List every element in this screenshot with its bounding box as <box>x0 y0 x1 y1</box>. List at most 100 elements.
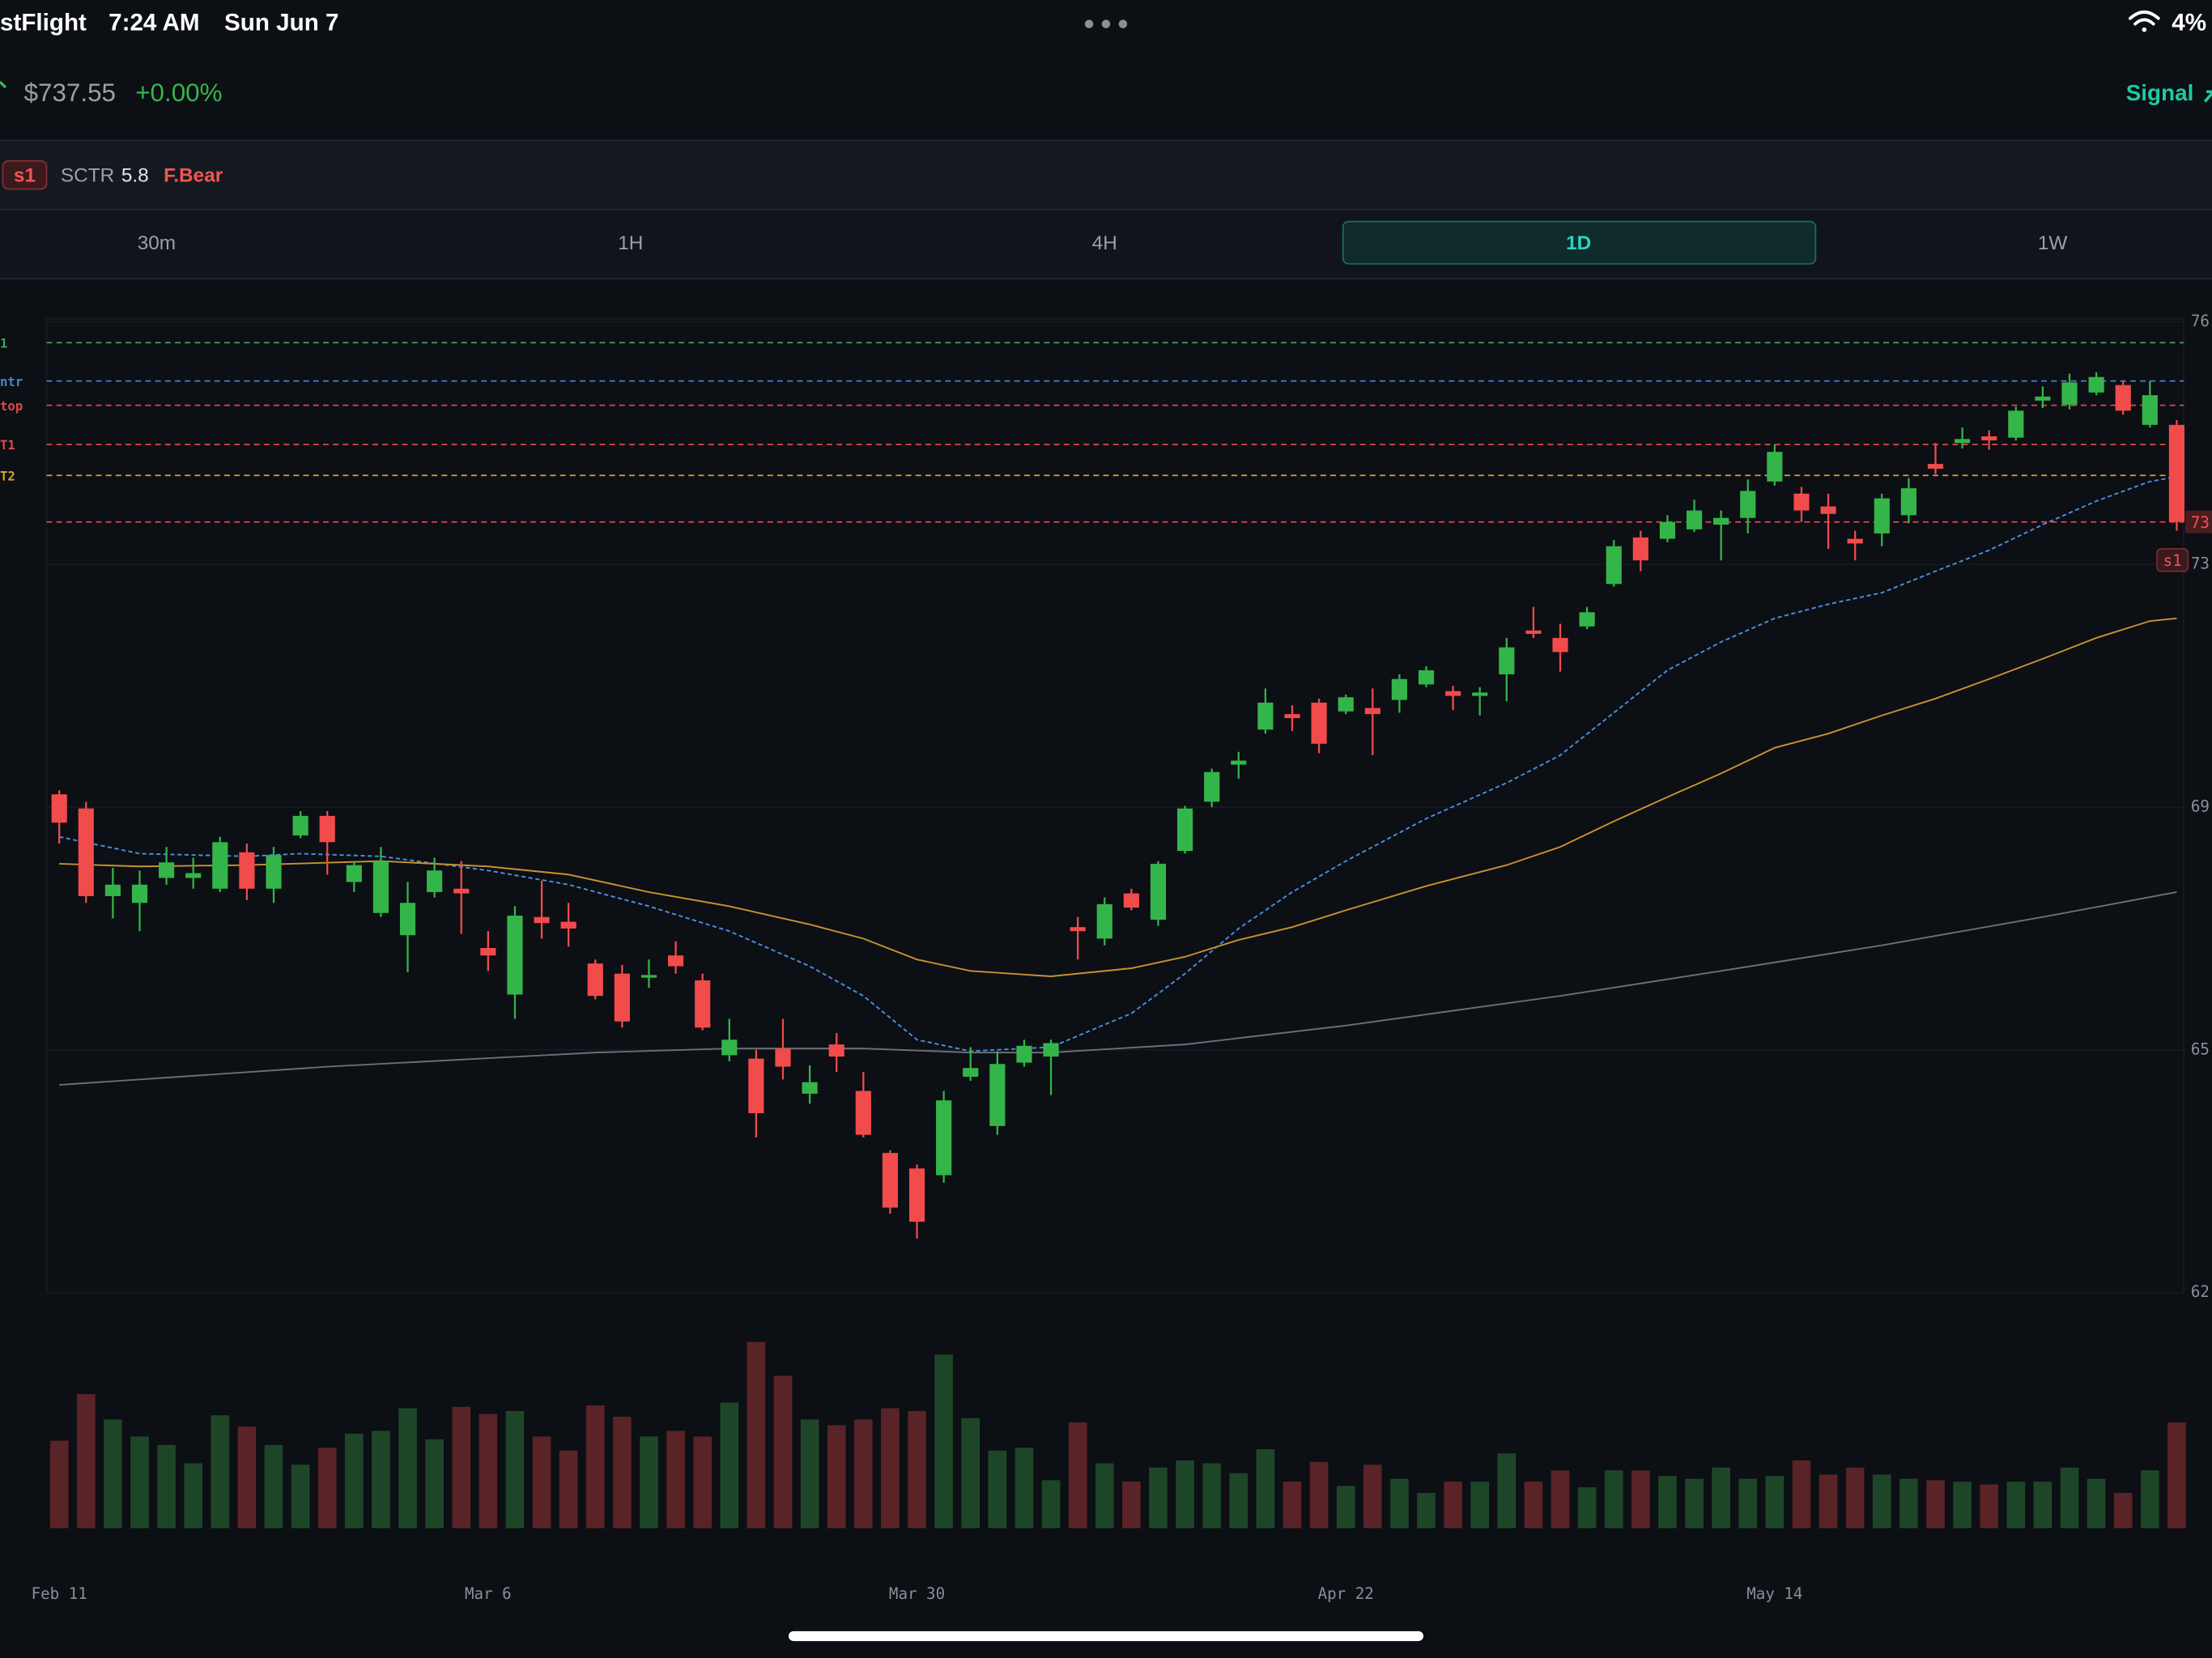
volume-bar <box>800 1419 819 1528</box>
candle-body <box>1955 439 1971 444</box>
volume-bar <box>317 1448 337 1528</box>
candle-body <box>399 903 416 936</box>
volume-bar <box>1899 1478 1918 1528</box>
volume-bar <box>1577 1487 1597 1528</box>
volume-bar <box>2087 1478 2106 1528</box>
candle-body <box>159 862 175 878</box>
volume-bar <box>1470 1482 1490 1528</box>
timeframe-button[interactable]: 1W <box>2038 232 2068 254</box>
volume-bar <box>291 1465 310 1528</box>
signal-tag: s1 <box>2163 551 2182 570</box>
home-indicator[interactable] <box>788 1630 1424 1642</box>
candle-body <box>2061 382 2078 405</box>
candle-body <box>1257 702 1274 730</box>
volume-bar <box>532 1436 551 1528</box>
timeframe-button[interactable]: 1H <box>618 232 643 254</box>
volume-bar <box>1872 1474 1891 1528</box>
candle-body <box>1499 647 1515 674</box>
candle-body <box>828 1044 844 1057</box>
volume-bar <box>1980 1484 1999 1528</box>
change: +0.00% <box>135 79 222 107</box>
level-label: top <box>0 398 23 414</box>
volume-bar <box>2113 1493 2133 1528</box>
volume-bar <box>1283 1482 1302 1528</box>
candle-body <box>721 1039 738 1056</box>
candle-body <box>212 842 228 889</box>
candle-body <box>614 973 630 1022</box>
candle-body <box>1311 702 1327 744</box>
volume-bar <box>1444 1482 1462 1528</box>
candle-body <box>1740 491 1756 518</box>
candle-body <box>1579 612 1595 627</box>
badge-box <box>2 159 48 190</box>
candle-body <box>1981 436 1997 440</box>
candle-body <box>1632 537 1648 561</box>
volume-bar <box>1685 1478 1704 1528</box>
time: 7:24 AM <box>108 9 199 36</box>
volume-bar <box>1738 1478 1758 1528</box>
timeframe-button[interactable]: 30m <box>138 232 176 254</box>
volume-bar <box>747 1341 766 1528</box>
volume-bar <box>908 1410 926 1528</box>
candle-body <box>963 1068 979 1078</box>
volume-bar <box>2141 1470 2159 1528</box>
candle-body <box>1418 670 1435 685</box>
volume-bar <box>1202 1463 1222 1528</box>
timeframe-button[interactable]: 1D <box>1342 220 1817 265</box>
volume-bar <box>372 1431 390 1528</box>
volume-bar <box>1256 1449 1275 1528</box>
volume-bar <box>1792 1460 1811 1528</box>
candle-body <box>1043 1043 1059 1057</box>
timeframe-label: 1W <box>2038 232 2068 254</box>
volume-bar <box>1953 1482 1972 1528</box>
timeframes: 30m 1H 4H 1D 1W <box>138 220 2068 265</box>
volume-bar <box>1926 1480 1945 1528</box>
candle-body <box>1659 521 1676 539</box>
volume-bar <box>1765 1476 1784 1528</box>
candle-body <box>346 865 362 882</box>
candle-body <box>1176 808 1193 852</box>
y-tick-label: 65 <box>2191 1039 2210 1058</box>
volume-bar <box>720 1402 739 1528</box>
volume-bar <box>157 1444 176 1528</box>
candle-body <box>695 980 711 1028</box>
y-tick-label: 73 <box>2191 555 2210 573</box>
candle-body <box>1820 506 1836 514</box>
multitask-dots[interactable] <box>1084 19 1128 28</box>
candle-body <box>2168 424 2185 522</box>
volume-bar <box>130 1436 149 1528</box>
candle-body <box>1284 714 1300 719</box>
volume-bar <box>585 1405 605 1528</box>
signal-button[interactable]: Signal <box>2126 80 2212 105</box>
candle-body <box>640 975 657 978</box>
moving-average <box>59 617 2177 977</box>
candle-body <box>775 1048 791 1067</box>
level-label: T1 <box>0 437 15 453</box>
x-tick-label: Apr 22 <box>1318 1584 1374 1603</box>
volume-bar <box>1712 1467 1730 1528</box>
battery: 4% <box>2172 9 2206 36</box>
volume-bar <box>961 1418 981 1528</box>
volume-bar <box>1336 1486 1355 1528</box>
volume-bar <box>559 1450 578 1528</box>
candle-body <box>2008 410 2024 438</box>
volume-bar <box>1068 1422 1087 1528</box>
volume-bar <box>1497 1453 1516 1528</box>
timeframe-button[interactable]: 4H <box>1092 232 1117 254</box>
chart: 76 73 69 65 62 1 ntr top T1 T2 Feb 11 Mar 6 Mar 30 Ap… <box>0 312 2212 1603</box>
volume-bar <box>1363 1465 1382 1528</box>
x-tick-label: Feb 11 <box>32 1584 87 1603</box>
candle-body <box>668 955 684 967</box>
volume-bar <box>613 1416 632 1528</box>
level-label: ntr <box>0 374 23 389</box>
timeframe-label: 1H <box>618 232 643 254</box>
candle-body <box>372 861 389 913</box>
app-name: stFlight <box>0 9 87 36</box>
candle-body <box>1204 772 1220 802</box>
volume-bar <box>1176 1460 1194 1528</box>
volume-bar <box>1524 1482 1543 1528</box>
volume-bar <box>237 1426 257 1528</box>
candle-body <box>2088 376 2104 393</box>
candle-body <box>51 794 67 823</box>
